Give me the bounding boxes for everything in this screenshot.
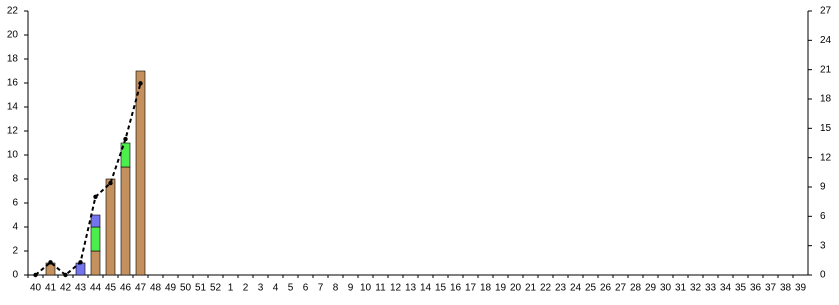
x-tick-label: 15	[435, 283, 447, 294]
y-tick-label: 12	[7, 126, 19, 137]
bar-segment	[135, 70, 146, 276]
line-point	[78, 260, 83, 265]
x-tick-label: 9	[348, 283, 354, 294]
y2-tick-label: 18	[820, 94, 832, 105]
y-tick-label: 22	[7, 6, 19, 17]
line-point	[48, 260, 53, 265]
y2-tick-label: 0	[820, 270, 826, 281]
x-tick-label: 36	[750, 283, 762, 294]
x-tick-label: 52	[210, 283, 222, 294]
x-tick-label: 6	[303, 283, 309, 294]
y2-tick-label: 12	[820, 152, 832, 163]
bar-segment	[75, 262, 86, 276]
x-tick-label: 44	[90, 283, 102, 294]
y-tick-label: 6	[12, 198, 18, 209]
x-tick-label: 4	[273, 283, 279, 294]
bar-segment	[120, 166, 131, 276]
x-tick-label: 46	[120, 283, 132, 294]
line-point	[63, 272, 68, 278]
x-tick-label: 48	[150, 283, 162, 294]
x-tick-label: 12	[390, 283, 402, 294]
y-tick-label: 10	[7, 150, 19, 161]
x-tick-label: 16	[450, 283, 462, 294]
x-tick-label: 13	[405, 283, 417, 294]
x-tick-label: 31	[675, 283, 687, 294]
x-tick-label: 18	[480, 283, 492, 294]
x-tick-label: 7	[318, 283, 324, 294]
x-tick-label: 5	[288, 283, 294, 294]
x-tick-label: 38	[780, 283, 792, 294]
x-tick-label: 8	[333, 283, 339, 294]
x-tick-label: 34	[720, 283, 732, 294]
x-tick-label: 23	[555, 283, 567, 294]
x-tick-label: 3	[258, 283, 264, 294]
y2-tick-label: 24	[820, 35, 832, 46]
x-tick-label: 21	[525, 283, 537, 294]
y-tick-label: 20	[7, 30, 19, 41]
x-tick-label: 26	[600, 283, 612, 294]
y-tick-label: 18	[7, 54, 19, 65]
x-tick-label: 27	[615, 283, 627, 294]
x-tick-label: 1	[228, 283, 234, 294]
x-tick-label: 50	[180, 283, 192, 294]
y-tick-label: 16	[7, 78, 19, 89]
bar-segment	[105, 178, 116, 276]
y-tick-label: 0	[12, 270, 18, 281]
line-point	[108, 180, 113, 186]
x-tick-label: 29	[645, 283, 657, 294]
x-tick-label: 22	[540, 283, 552, 294]
line-point	[123, 136, 128, 142]
x-tick-label: 39	[795, 283, 807, 294]
line	[34, 83, 142, 277]
x-tick-label: 19	[495, 283, 507, 294]
x-tick-label: 49	[165, 283, 177, 294]
bar-segment	[90, 250, 101, 276]
x-tick-label: 17	[465, 283, 477, 294]
x-tick-label: 43	[75, 283, 87, 294]
x-tick-label: 28	[630, 283, 642, 294]
y2-tick-label: 3	[820, 240, 826, 251]
y-tick-label: 8	[12, 174, 18, 185]
x-tick-label: 51	[195, 283, 207, 294]
x-tick-label: 42	[60, 283, 72, 294]
x-tick-label: 25	[585, 283, 597, 294]
x-tick-label: 32	[690, 283, 702, 294]
bar-segment	[90, 214, 101, 228]
x-tick-label: 41	[45, 283, 57, 294]
y-tick-label: 4	[12, 222, 18, 233]
x-tick-label: 14	[420, 283, 432, 294]
y-tick-label: 14	[7, 102, 19, 113]
x-tick-label: 37	[765, 283, 777, 294]
y2-tick-label: 9	[820, 182, 826, 193]
y2-tick-label: 6	[820, 211, 826, 222]
x-tick-label: 2	[243, 283, 249, 294]
x-tick-label: 40	[30, 283, 42, 294]
line-point	[93, 194, 98, 199]
bar-segment	[90, 226, 101, 252]
y2-tick-label: 15	[820, 123, 832, 134]
x-tick-label: 45	[105, 283, 117, 294]
line-point	[138, 81, 143, 86]
x-tick-label: 47	[135, 283, 147, 294]
x-tick-label: 10	[360, 283, 372, 294]
y2-tick-label: 21	[820, 64, 832, 75]
x-tick-label: 11	[375, 283, 386, 294]
x-tick-label: 20	[510, 283, 522, 294]
x-tick-label: 33	[705, 283, 717, 294]
y-tick-label: 2	[12, 246, 18, 257]
x-tick-label: 35	[735, 283, 747, 294]
line-point	[33, 272, 38, 278]
x-tick-label: 30	[660, 283, 672, 294]
x-tick-label: 24	[570, 283, 582, 294]
y2-tick-label: 27	[820, 6, 832, 17]
